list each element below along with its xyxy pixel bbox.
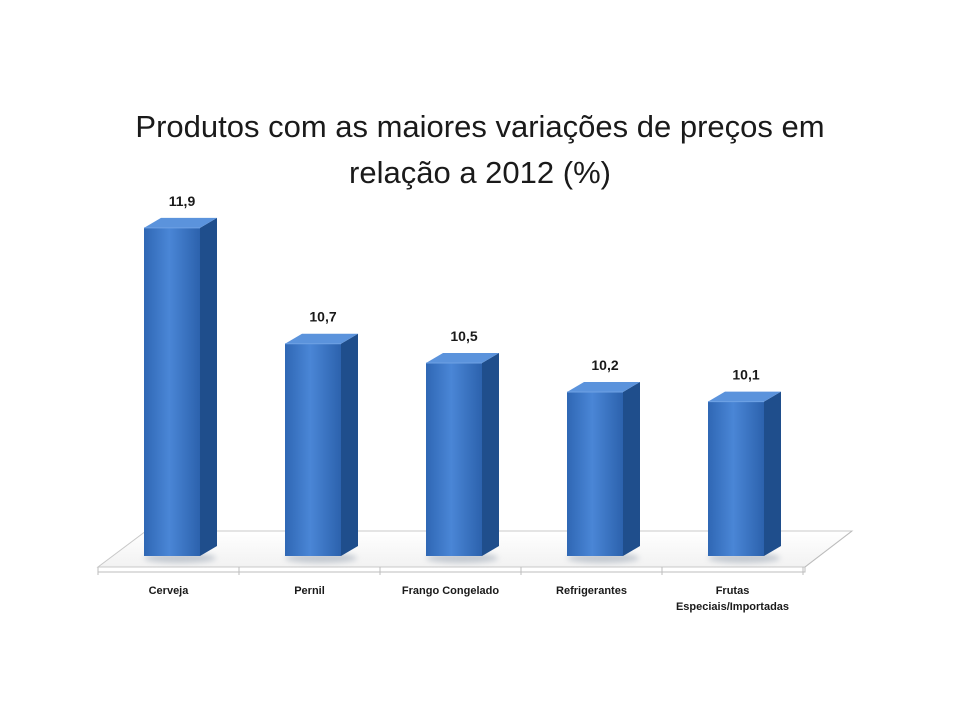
bar-front xyxy=(285,343,341,556)
bar xyxy=(708,391,781,563)
bar-front xyxy=(708,401,764,556)
data-label: 10,5 xyxy=(450,328,477,344)
bar-top xyxy=(708,391,781,402)
chart-title-line-2: relação a 2012 (%) xyxy=(349,155,611,190)
bar-side xyxy=(341,333,358,556)
data-label: 11,9 xyxy=(169,193,196,209)
data-label: 10,2 xyxy=(591,357,618,373)
bar-side xyxy=(482,353,499,556)
category-label: Cerveja xyxy=(149,585,190,597)
bar-side xyxy=(764,391,781,556)
bar xyxy=(144,217,217,563)
labels-group: 11,9 Cerveja 10,7 Pernil 10,5 Frango Congelad… xyxy=(149,193,789,613)
category-label: Refrigerantes xyxy=(556,585,627,597)
bar xyxy=(567,381,640,563)
category-label: Frutas xyxy=(716,585,750,597)
bar-top xyxy=(285,333,358,344)
bar xyxy=(426,353,499,563)
bar xyxy=(285,333,358,563)
chart-title-line-1: Produtos com as maiores variações de pre… xyxy=(135,109,825,144)
category-label: Especiais/Importadas xyxy=(676,601,789,613)
bar-top xyxy=(144,217,217,228)
data-label: 10,7 xyxy=(309,309,336,325)
category-label: Pernil xyxy=(294,585,325,597)
bar-front xyxy=(144,227,200,556)
chart-title: Produtos com as maiores variações de pre… xyxy=(60,104,900,196)
category-label: Frango Congelado xyxy=(402,585,499,597)
bar-top xyxy=(426,353,499,363)
bars-group xyxy=(144,217,781,563)
bar-side xyxy=(623,381,640,556)
bar-front xyxy=(426,363,482,556)
bar-front xyxy=(567,391,623,556)
data-label: 10,1 xyxy=(732,367,759,383)
bar-top xyxy=(567,381,640,392)
bar-side xyxy=(200,217,217,556)
